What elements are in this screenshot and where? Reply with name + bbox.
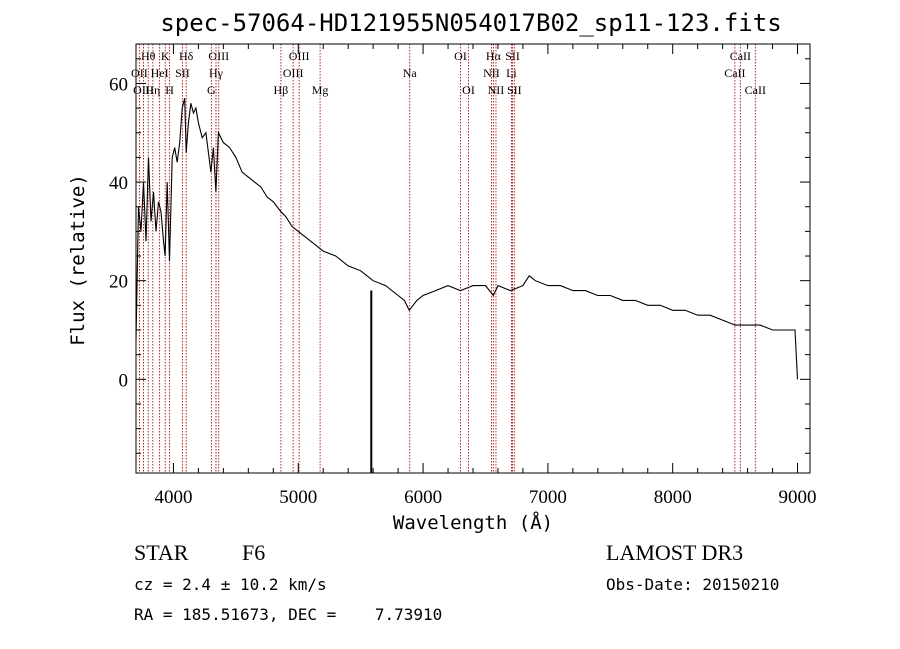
emission-line-label: Hγ — [209, 66, 224, 80]
emission-line-label: OII — [131, 66, 148, 80]
emission-line-label: OI — [462, 83, 475, 97]
y-axis-label: Flux (relative) — [67, 174, 89, 346]
emission-line-label: OIII — [283, 66, 304, 80]
emission-line-label: OIII — [133, 83, 154, 97]
emission-line-label: OIII — [208, 49, 229, 63]
emission-line-label: SII — [505, 49, 520, 63]
x-tick-label: 6000 — [404, 487, 442, 508]
emission-line-label: Hα — [486, 49, 502, 63]
observation-date: Obs-Date: 20150210 — [606, 575, 779, 594]
y-axis: 0 20 40 60 — [109, 58, 810, 454]
x-tick-label: 9000 — [779, 487, 817, 508]
emission-line-label: Li — [506, 66, 517, 80]
emission-line-label: OI — [454, 49, 467, 63]
emission-line-label: Hβ — [274, 83, 289, 97]
chart-title: spec-57064-HD121955N054017B02_sp11-123.f… — [160, 9, 781, 37]
emission-line-label: CaII — [730, 49, 751, 63]
survey-name: LAMOST DR3 — [606, 540, 743, 565]
x-tick-label: 7000 — [529, 487, 567, 508]
object-class: STAR — [134, 540, 189, 565]
emission-line-label: Mg — [312, 83, 329, 97]
x-axis: 4000 5000 6000 7000 8000 9000 — [154, 44, 817, 508]
coordinates-readout: RA = 185.51673, DEC = 7.73910 — [134, 605, 442, 624]
emission-line-label: OIII — [289, 49, 310, 63]
plot-frame — [135, 43, 811, 474]
emission-line-label: CaII — [724, 66, 745, 80]
y-tick-label: 40 — [109, 173, 128, 194]
x-tick-label: 5000 — [279, 487, 317, 508]
emission-line-label: NII — [483, 66, 500, 80]
x-tick-label: 8000 — [654, 487, 692, 508]
emission-line-label: K — [161, 49, 170, 63]
object-subclass: F6 — [242, 540, 265, 565]
emission-line-label: H — [165, 83, 174, 97]
emission-line-label: HeI — [151, 66, 169, 80]
y-tick-label: 20 — [109, 272, 128, 293]
y-tick-label: 0 — [119, 370, 129, 391]
x-axis-label: Wavelength (Å) — [393, 511, 553, 534]
emission-line-label: Hδ — [179, 49, 194, 63]
emission-line-label: Na — [403, 66, 418, 80]
emission-line-label: Hθ — [141, 49, 156, 63]
x-tick-label: 4000 — [154, 487, 192, 508]
y-tick-label: 60 — [109, 74, 128, 95]
spectrum-series-line — [135, 98, 799, 380]
emission-line-label: SII — [175, 66, 190, 80]
emission-line-label: SII — [507, 83, 522, 97]
emission-line-label: Hη — [145, 83, 160, 97]
emission-line-label: CaII — [745, 83, 766, 97]
emission-line-label: G — [207, 83, 216, 97]
emission-line-label: NII — [488, 83, 505, 97]
redshift-readout: cz = 2.4 ± 10.2 km/s — [134, 575, 327, 594]
